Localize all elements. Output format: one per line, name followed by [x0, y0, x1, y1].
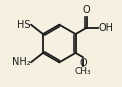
Text: O: O [79, 58, 87, 68]
Text: OH: OH [98, 23, 113, 33]
Text: NH₂: NH₂ [12, 57, 31, 67]
Text: CH₃: CH₃ [75, 67, 91, 76]
Text: HS: HS [17, 20, 31, 30]
Text: O: O [83, 5, 91, 15]
